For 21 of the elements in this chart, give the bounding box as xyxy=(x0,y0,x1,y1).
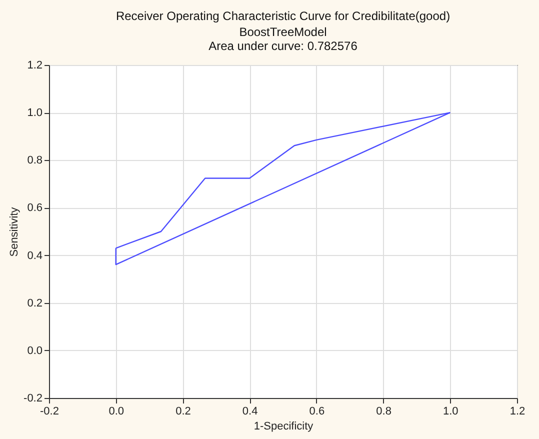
y-tick-label: -0.2 xyxy=(24,392,42,404)
chart-title: Receiver Operating Characteristic Curve for Credibilitate(good) xyxy=(116,9,450,23)
x-axis-title: 1-Specificity xyxy=(254,420,314,432)
x-tick-label: 0.0 xyxy=(108,406,124,418)
y-tick-label: 0.8 xyxy=(27,154,42,167)
x-tick-label: 1.2 xyxy=(510,406,526,418)
y-tick-label: 0.4 xyxy=(27,250,42,262)
y-tick-label: 0.2 xyxy=(27,297,42,310)
y-tick-label: 0.0 xyxy=(27,344,42,357)
x-tick-label: 0.4 xyxy=(242,406,258,418)
y-tick-label: 1.2 xyxy=(27,60,42,72)
text: Area under curve: 0.782576 xyxy=(208,39,358,53)
y-tick-label: 1.0 xyxy=(27,107,42,120)
x-tick-label: 0.8 xyxy=(376,406,392,418)
x-tick-label: 1.0 xyxy=(442,406,458,418)
y-tick-label: 0.6 xyxy=(27,202,42,214)
x-tick-label: 0.2 xyxy=(176,406,191,418)
x-tick-label: -0.2 xyxy=(40,406,59,418)
x-tick-label: 0.6 xyxy=(309,406,325,418)
y-axis-title: Sensitivity xyxy=(8,206,21,257)
chart-subtitle: BoostTreeModel xyxy=(239,25,327,39)
